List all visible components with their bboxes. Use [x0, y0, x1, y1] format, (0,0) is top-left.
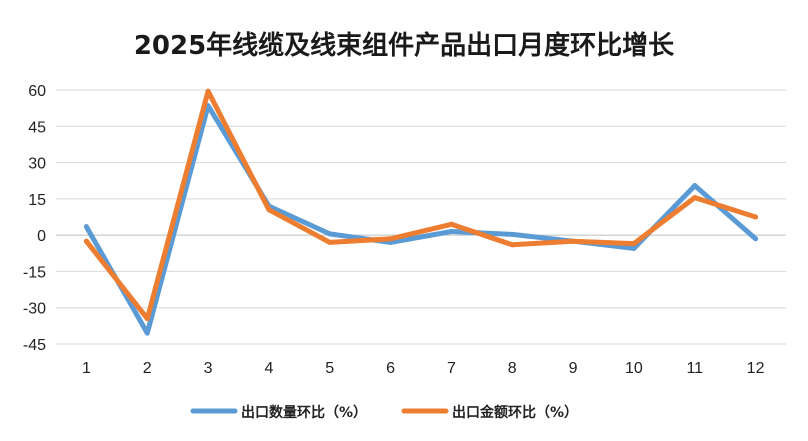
data-point: [205, 88, 211, 94]
chart-title: 2025年线缆及线束组件产品出口月度环比增长: [134, 30, 675, 61]
data-point: [327, 231, 333, 237]
y-tick-label: 30: [28, 156, 46, 173]
data-point: [266, 207, 272, 213]
series-line-1: [83, 103, 759, 336]
y-axis-ticks: -45 -30 -15 0 15 30 45 60: [23, 83, 46, 354]
y-tick-label: -30: [23, 301, 46, 318]
x-tick-label: 10: [625, 360, 643, 377]
data-point: [692, 183, 698, 189]
data-point: [83, 238, 89, 244]
y-tick-label: -45: [23, 337, 46, 354]
x-tick-label: 8: [508, 360, 517, 377]
data-point: [144, 330, 150, 336]
x-tick-label: 4: [264, 360, 273, 377]
data-point: [509, 242, 515, 248]
data-point: [570, 238, 576, 244]
y-tick-label: 15: [28, 192, 46, 209]
grid-layer: [56, 89, 786, 345]
data-point: [83, 224, 89, 230]
x-tick-label: 12: [747, 360, 765, 377]
y-tick-label: 60: [28, 83, 46, 100]
data-point: [692, 195, 698, 201]
y-tick-label: 0: [37, 228, 46, 245]
data-point: [509, 231, 515, 237]
x-tick-label: 11: [686, 360, 703, 377]
y-tick-label: 45: [28, 119, 46, 136]
x-axis-ticks: 1 2 3 4 5 6 7 8 9 10 11 12: [82, 360, 765, 377]
legend-label: 出口金额环比（%）: [452, 404, 578, 421]
series-line-2: [83, 88, 759, 322]
data-point: [388, 236, 394, 242]
data-point: [448, 229, 454, 235]
data-point: [327, 239, 333, 245]
x-tick-label: 5: [325, 360, 334, 377]
data-point: [448, 221, 454, 227]
y-tick-label: -15: [23, 264, 46, 281]
series-layer: [83, 88, 759, 336]
data-point: [753, 214, 759, 220]
legend-label: 出口数量环比（%）: [241, 404, 367, 421]
data-point: [631, 245, 637, 251]
x-tick-label: 9: [569, 360, 578, 377]
data-point: [753, 236, 759, 242]
x-tick-label: 7: [447, 360, 456, 377]
x-tick-label: 2: [143, 360, 152, 377]
data-point: [631, 241, 637, 247]
x-tick-label: 1: [82, 360, 91, 377]
data-point: [144, 316, 150, 322]
legend: 出口数量环比（%） 出口金额环比（%）: [190, 404, 578, 421]
x-tick-label: 3: [204, 360, 213, 377]
x-tick-label: 6: [386, 360, 395, 377]
